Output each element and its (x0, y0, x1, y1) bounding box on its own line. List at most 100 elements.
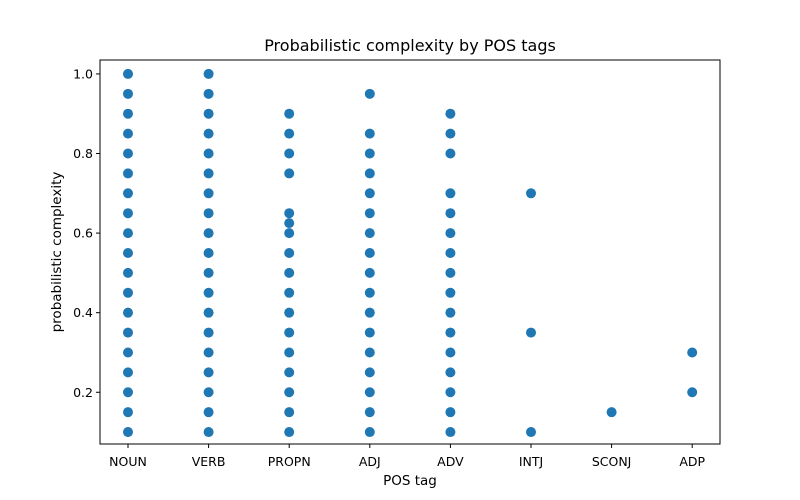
data-point (445, 407, 456, 418)
x-tick-label-sconj: SCONJ (592, 454, 632, 469)
data-point (284, 427, 295, 438)
data-point (445, 108, 456, 119)
data-point (445, 247, 456, 258)
x-tick-label-adp: ADP (679, 454, 705, 469)
data-point (284, 407, 295, 418)
data-point (123, 307, 133, 318)
data-point (364, 387, 375, 398)
data-point (364, 327, 375, 338)
data-point (445, 347, 456, 358)
plot-frame (99, 59, 721, 445)
data-point (284, 367, 295, 378)
data-point (364, 148, 375, 159)
data-point (203, 307, 214, 318)
data-point (364, 287, 375, 298)
data-point (203, 387, 214, 398)
data-point (123, 427, 133, 438)
data-point (364, 247, 375, 258)
x-tick-label-verb: VERB (192, 454, 226, 469)
data-point (203, 128, 214, 139)
x-tick-label-adj: ADJ (359, 454, 381, 469)
y-axis-label: probabilistic complexity (49, 172, 65, 333)
data-point (123, 68, 133, 79)
data-point (364, 407, 375, 418)
data-point (284, 218, 295, 229)
data-point (526, 327, 536, 338)
data-point (203, 208, 214, 219)
data-point (687, 387, 698, 398)
data-point (203, 88, 214, 99)
data-point (203, 267, 214, 278)
data-point (364, 367, 375, 378)
data-point (445, 287, 456, 298)
data-point (445, 128, 456, 139)
data-point (364, 427, 375, 438)
x-tick-label-intj: INTJ (519, 454, 543, 469)
data-points (123, 68, 698, 438)
y-axis: 0.2 0.4 0.6 0.8 1.0 (73, 66, 100, 400)
data-point (203, 367, 214, 378)
data-point (123, 407, 133, 418)
data-point (284, 287, 295, 298)
data-point (445, 367, 456, 378)
data-point (284, 247, 295, 258)
data-point (123, 287, 133, 298)
data-point (203, 287, 214, 298)
data-point (123, 247, 133, 258)
data-point (284, 327, 295, 338)
data-point (203, 168, 214, 179)
data-point (526, 188, 536, 199)
data-point (123, 148, 133, 159)
data-point (445, 148, 456, 159)
data-point (445, 228, 456, 239)
data-point (203, 247, 214, 258)
data-point (284, 347, 295, 358)
data-point (364, 88, 375, 99)
data-point (123, 128, 133, 139)
data-point (123, 267, 133, 278)
data-point (284, 307, 295, 318)
x-tick-label-adv: ADV (437, 454, 464, 469)
data-point (203, 228, 214, 239)
data-point (203, 407, 214, 418)
data-point (284, 128, 295, 139)
data-point (445, 188, 456, 199)
data-point (364, 128, 375, 139)
y-tick-label: 1.0 (73, 66, 93, 81)
data-point (445, 208, 456, 219)
data-point (284, 267, 295, 278)
data-point (123, 168, 133, 179)
x-tick-label-noun: NOUN (109, 454, 147, 469)
data-point (123, 188, 133, 199)
data-point (203, 327, 214, 338)
data-point (284, 148, 295, 159)
data-point (445, 307, 456, 318)
data-point (284, 228, 295, 239)
data-point (123, 367, 133, 378)
data-point (364, 168, 375, 179)
data-point (364, 188, 375, 199)
x-tick-label-propn: PROPN (268, 454, 311, 469)
data-point (203, 427, 214, 438)
data-point (203, 148, 214, 159)
data-point (203, 68, 214, 79)
y-tick-label: 0.2 (73, 385, 93, 400)
data-point (123, 228, 133, 239)
data-point (364, 307, 375, 318)
data-point (364, 228, 375, 239)
chart-title: Probabilistic complexity by POS tags (264, 36, 556, 55)
data-point (364, 347, 375, 358)
data-point (606, 407, 617, 418)
x-axis-label: POS tag (383, 473, 437, 489)
data-point (123, 327, 133, 338)
data-point (123, 88, 133, 99)
data-point (203, 188, 214, 199)
data-point (284, 208, 295, 219)
data-point (123, 108, 133, 119)
y-tick-label: 0.8 (73, 146, 93, 161)
data-point (203, 108, 214, 119)
data-point (284, 108, 295, 119)
data-point (445, 427, 456, 438)
